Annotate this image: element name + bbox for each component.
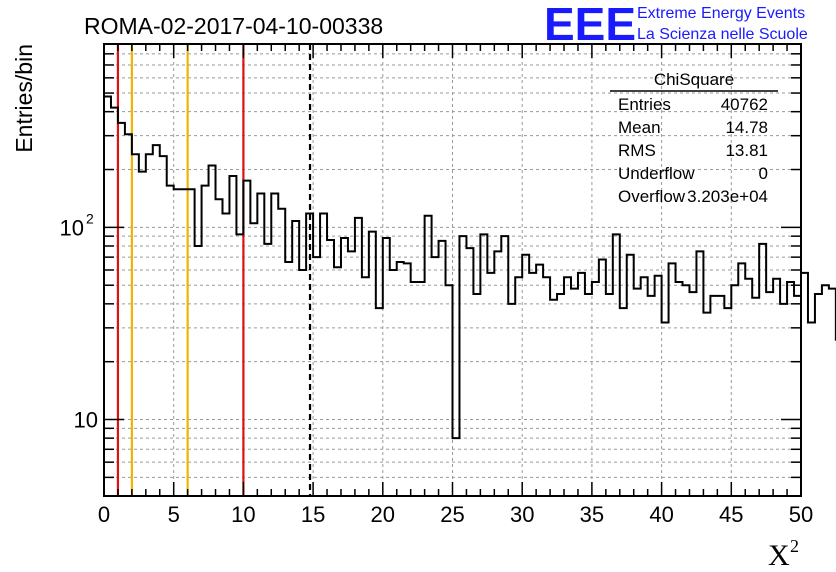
x-tick-label: 25 xyxy=(440,502,464,527)
x-tick-label: 0 xyxy=(98,502,110,527)
stats-row-label: RMS xyxy=(618,141,656,160)
eee-logo-line1: Extreme Energy Events xyxy=(637,5,805,22)
stats-row-label: Entries xyxy=(618,95,671,114)
stats-row-label: Overflow xyxy=(618,187,686,206)
y-axis-label: Entries/bin xyxy=(11,44,37,153)
x-axis-label-main: X xyxy=(768,539,790,572)
x-tick-label: 40 xyxy=(649,502,673,527)
x-tick-label: 15 xyxy=(301,502,325,527)
x-tick-label: 30 xyxy=(510,502,534,527)
stats-row-value: 3.203e+04 xyxy=(687,187,768,206)
y-tick-label: 10 xyxy=(60,215,84,240)
y-tick-label: 10 xyxy=(74,408,98,433)
chart-title: ROMA-02-2017-04-10-00338 xyxy=(84,13,383,39)
histogram-line xyxy=(103,95,836,496)
axis-ticks xyxy=(103,44,802,496)
x-tick-label: 35 xyxy=(580,502,604,527)
stats-row-value: 13.81 xyxy=(725,141,768,160)
x-axis-label-sup: 2 xyxy=(790,536,799,556)
histogram xyxy=(103,95,836,496)
x-tick-label: 45 xyxy=(719,502,743,527)
stats-row-value: 0 xyxy=(759,164,768,183)
y-tick-label-sup: 2 xyxy=(86,210,94,226)
x-tick-label: 10 xyxy=(231,502,255,527)
stats-row-label: Mean xyxy=(618,118,661,137)
x-axis-label: X 2 xyxy=(768,536,799,572)
stats-box: ChiSquare Entries 40762 Mean 14.78 RMS 13.81 U… xyxy=(610,70,778,206)
x-tick-label: 50 xyxy=(789,502,813,527)
stats-row-value: 40762 xyxy=(721,95,768,114)
x-tick-label: 5 xyxy=(168,502,180,527)
stats-box-name: ChiSquare xyxy=(654,70,734,89)
eee-logo: EEE Extreme Energy Events La Scienza nel… xyxy=(544,0,808,50)
eee-logo-line2: La Scienza nelle Scuole xyxy=(637,26,808,43)
eee-logo-text: EEE xyxy=(544,0,636,50)
x-tick-label: 20 xyxy=(371,502,395,527)
stats-row-label: Underflow xyxy=(618,164,695,183)
x-tick-labels: 0 5 10 15 20 25 30 35 40 45 50 xyxy=(98,502,813,527)
stats-box-rows: Entries 40762 Mean 14.78 RMS 13.81 Underflow 0 O… xyxy=(618,95,768,206)
stats-row-value: 14.78 xyxy=(725,118,768,137)
